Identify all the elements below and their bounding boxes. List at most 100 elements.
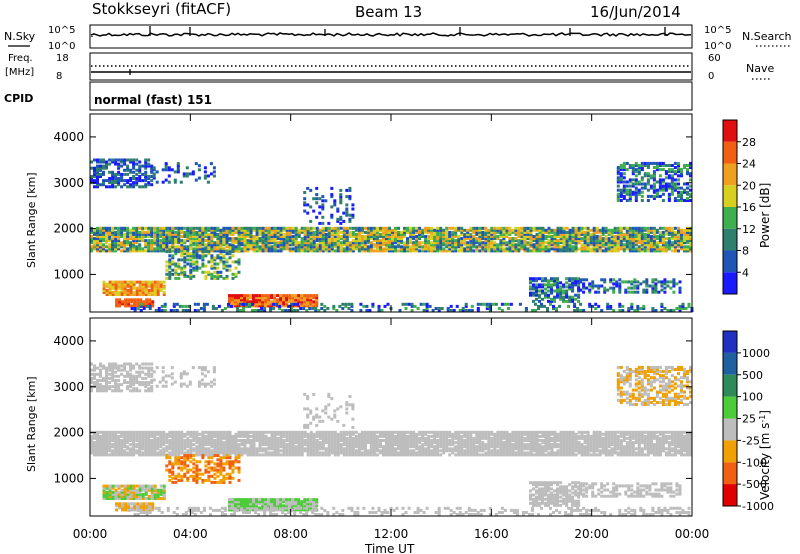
power-cell <box>689 239 692 243</box>
power-cell <box>428 304 432 308</box>
power-cell <box>237 228 241 232</box>
power-cell <box>96 160 99 164</box>
power-cell <box>114 280 118 284</box>
power-cell <box>619 237 623 241</box>
mode-label: normal (fast) 151 <box>94 93 212 107</box>
power-cell <box>327 230 331 234</box>
power-cell <box>622 186 626 190</box>
velocity-cell <box>291 441 295 445</box>
power-cell <box>357 237 361 241</box>
power-cell <box>553 232 557 236</box>
power-cell <box>321 241 325 245</box>
power-cell <box>195 252 199 256</box>
power-cell <box>126 284 130 288</box>
power-cell <box>225 239 229 243</box>
velocity-cell <box>183 443 187 447</box>
power-cell <box>394 241 397 245</box>
power-cell <box>427 237 431 241</box>
power-cell <box>210 243 214 247</box>
power-cell <box>321 230 325 234</box>
velocity-cell <box>204 449 208 453</box>
velocity-cell <box>279 445 283 449</box>
power-cell <box>111 249 115 253</box>
power-cell <box>559 281 563 285</box>
power-cell <box>330 230 334 234</box>
power-cell <box>526 232 530 236</box>
power-cell <box>210 226 214 230</box>
power-cell <box>577 239 581 243</box>
velocity-cell <box>327 447 331 451</box>
power-cell <box>105 290 109 294</box>
power-cell <box>683 166 686 169</box>
power-cell <box>231 226 235 230</box>
power-cell <box>397 235 400 238</box>
power-cell <box>351 241 355 245</box>
velocity-cell <box>336 449 340 453</box>
power-cell <box>425 302 429 306</box>
power-cell <box>655 243 659 247</box>
power-cell <box>499 243 503 247</box>
power-cell <box>598 228 602 232</box>
power-cell <box>108 288 112 292</box>
velocity-cell <box>198 449 202 453</box>
velocity-cell <box>391 436 394 440</box>
power-cell <box>216 241 220 245</box>
power-cell <box>348 226 352 230</box>
power-cell <box>550 299 553 303</box>
velocity-cell <box>312 434 316 438</box>
power-cell <box>360 239 364 243</box>
velocity-cell <box>150 449 154 453</box>
power-cell <box>686 247 689 251</box>
velocity-cell <box>270 445 274 449</box>
power-cell <box>330 226 334 230</box>
velocity-cell <box>117 453 121 457</box>
velocity-cell <box>400 436 403 440</box>
power-cell <box>348 243 352 247</box>
power-cell <box>114 288 118 292</box>
power-cell <box>493 226 497 230</box>
velocity-cell <box>162 430 166 434</box>
power-cell <box>231 228 235 232</box>
power-cell <box>198 247 202 251</box>
power-cell <box>141 282 145 286</box>
power-cell <box>379 226 382 230</box>
power-cell <box>469 232 473 236</box>
power-cell <box>670 232 674 236</box>
power-cell <box>105 166 108 170</box>
power-cell <box>625 237 629 241</box>
velocity-cell <box>388 430 391 434</box>
velocity-cell <box>327 451 331 455</box>
power-cell <box>612 282 616 286</box>
power-cell <box>300 237 304 241</box>
power-cell <box>439 226 443 230</box>
power-cell <box>258 304 262 308</box>
velocity-cell <box>379 443 382 447</box>
power-cell <box>372 237 376 241</box>
power-cell <box>421 245 425 249</box>
velocity-cell <box>264 441 268 445</box>
power-cell <box>294 304 298 308</box>
velocity-cell <box>336 447 340 451</box>
velocity-cell <box>108 447 112 451</box>
power-cell <box>291 249 295 253</box>
power-frame <box>89 113 693 313</box>
power-cell <box>673 239 677 243</box>
velocity-cell <box>294 445 298 449</box>
power-cell <box>213 276 217 280</box>
velocity-cell <box>165 434 169 438</box>
velocity-cell <box>339 451 343 455</box>
velocity-cell <box>111 449 115 453</box>
power-cell <box>511 230 515 234</box>
velocity-cell <box>354 449 358 453</box>
power-cell <box>631 184 635 188</box>
power-cell <box>588 288 592 292</box>
power-cell <box>631 235 635 238</box>
power-cell <box>192 268 196 272</box>
power-cell <box>385 235 388 238</box>
power-cell <box>484 249 488 253</box>
power-cell <box>493 230 497 234</box>
power-cell <box>628 243 632 247</box>
power-cell <box>631 237 635 241</box>
velocity-cell <box>357 449 361 453</box>
power-cell <box>157 309 161 312</box>
